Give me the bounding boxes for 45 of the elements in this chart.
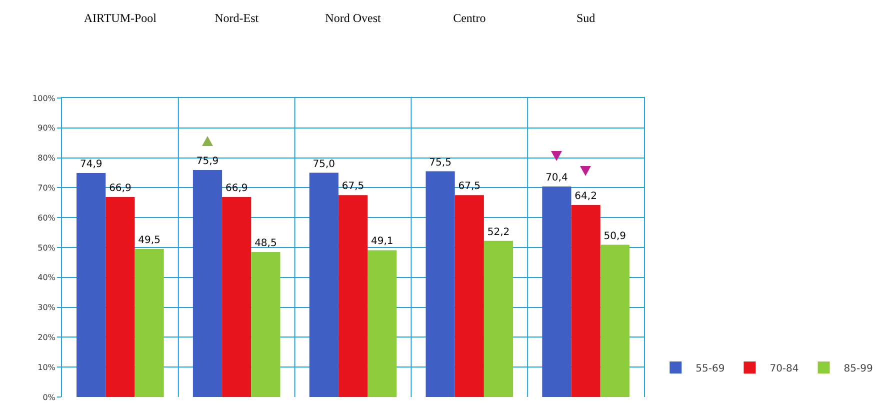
y-tick-label: 90% bbox=[38, 124, 56, 133]
y-tick-label: 50% bbox=[38, 243, 56, 252]
y-tick-label: 20% bbox=[38, 333, 56, 342]
data-label: 75,9 bbox=[196, 156, 219, 168]
bar bbox=[251, 252, 280, 397]
data-label: 64,2 bbox=[574, 191, 597, 202]
y-tick-label: 0% bbox=[42, 392, 56, 402]
data-label: 52,2 bbox=[487, 226, 510, 238]
bar bbox=[542, 186, 572, 397]
bar bbox=[571, 205, 600, 397]
bar bbox=[192, 170, 222, 397]
x-tick-label: Nord-Est bbox=[214, 11, 260, 26]
x-tick-label: Centro bbox=[453, 11, 486, 26]
data-label: 48,5 bbox=[254, 238, 277, 249]
y-tick-label: 30% bbox=[38, 303, 56, 312]
y-tick-label: 40% bbox=[38, 273, 56, 282]
y-tick-label: 10% bbox=[38, 362, 56, 372]
x-tick-label: Sud bbox=[576, 11, 596, 26]
bar bbox=[484, 240, 514, 397]
legend-label: 55-69 bbox=[696, 363, 725, 374]
data-label: 70,4 bbox=[546, 172, 568, 184]
bar bbox=[454, 195, 484, 397]
bar bbox=[222, 196, 252, 397]
data-label: 49,5 bbox=[138, 234, 160, 246]
y-tick-label: 60% bbox=[38, 213, 56, 222]
data-label: 75,5 bbox=[429, 157, 452, 168]
y-tick-label: 80% bbox=[38, 154, 56, 163]
y-tick-label: 70% bbox=[38, 184, 56, 192]
bar bbox=[368, 250, 397, 397]
data-label: 49,1 bbox=[370, 236, 394, 248]
data-label: 75,0 bbox=[312, 158, 336, 170]
data-label: 50,9 bbox=[604, 230, 626, 242]
bar bbox=[426, 171, 455, 397]
bar bbox=[600, 244, 630, 397]
x-tick-label: Nord Ovest bbox=[325, 11, 382, 26]
bar bbox=[309, 172, 338, 397]
bar bbox=[134, 248, 164, 397]
legend-label: 70-84 bbox=[770, 363, 799, 374]
bar bbox=[106, 196, 135, 397]
bar bbox=[76, 173, 106, 397]
legend-label: 85-99 bbox=[844, 363, 873, 374]
y-tick-label: 100% bbox=[32, 94, 56, 103]
data-label: 74,9 bbox=[80, 159, 102, 170]
bar bbox=[338, 195, 368, 397]
x-tick-label: AIRTUM-Pool bbox=[84, 11, 158, 26]
